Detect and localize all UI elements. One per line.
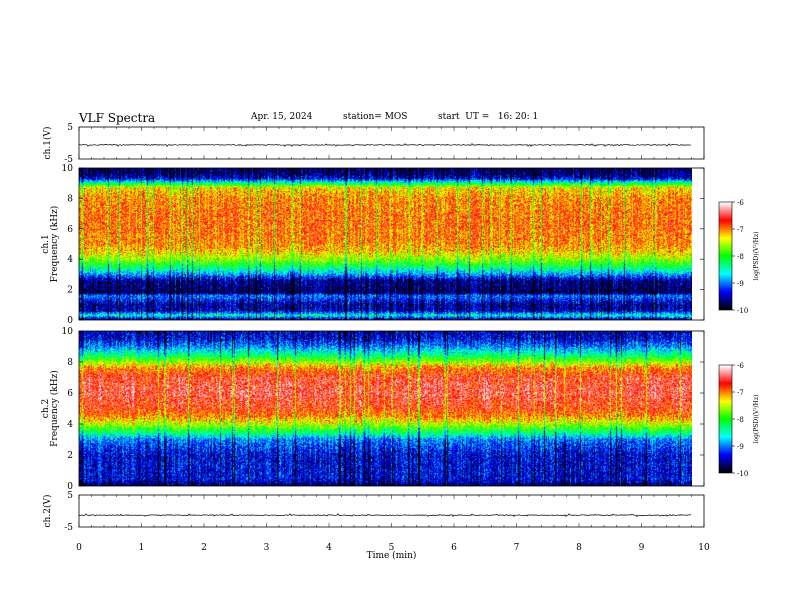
colorbar-label: log(PSD)(V²/Hz) (753, 232, 760, 281)
y-tick-label: 8 (67, 358, 73, 368)
colorbar-tick-label: -9 (737, 280, 744, 288)
y-tick-label: 2 (67, 451, 73, 461)
colorbar-tick-label: -6 (737, 199, 744, 207)
y-tick-label: 0 (67, 316, 73, 326)
colorbar-tick-label: -8 (737, 416, 744, 424)
colorbar-ch2 (719, 365, 732, 473)
y-tick-label: 10 (62, 164, 74, 174)
y-axis-label: ch.1(V) (42, 127, 53, 160)
panel-frame (78, 494, 705, 528)
y-tick-label: 6 (67, 225, 73, 235)
y-axis-label: ch.2(V) (42, 495, 53, 528)
y-axis-label-channel: ch.1 (41, 234, 51, 253)
y-tick-label: 2 (67, 286, 73, 296)
date-label: Apr. 15, 2024 (251, 112, 313, 122)
colorbar-tick-label: -10 (737, 307, 748, 315)
x-tick-label: 2 (201, 543, 207, 553)
colorbar-tick-label: -10 (737, 470, 748, 478)
x-tick-label: 8 (576, 543, 582, 553)
y-tick-label: 5 (67, 123, 73, 133)
spectrogram-image-ch1 (79, 168, 692, 320)
x-tick-label: 4 (326, 543, 332, 553)
colorbar-tick-label: -9 (737, 443, 744, 451)
waveform-trace (79, 142, 692, 148)
y-tick-label: -5 (64, 155, 73, 165)
x-tick-label: 10 (698, 543, 710, 553)
colorbar-tick-label: -8 (737, 253, 744, 261)
y-tick-label: 0 (67, 482, 73, 492)
x-tick-label: 6 (451, 543, 457, 553)
y-tick-label: 4 (67, 255, 73, 265)
y-axis-label: Frequency (kHz) (49, 206, 60, 283)
colorbar-tick-label: -7 (737, 389, 744, 397)
start-time-label: start UT = 16: 20: 1 (438, 112, 539, 122)
y-tick-label: -5 (64, 523, 73, 533)
y-tick-label: 6 (67, 389, 73, 399)
y-tick-label: 5 (67, 491, 73, 501)
x-tick-label: 5 (389, 543, 395, 553)
colorbar-tick-label: -6 (737, 362, 744, 370)
y-axis-label-channel: ch.2 (41, 399, 51, 418)
y-tick-label: 8 (67, 194, 73, 204)
y-tick-label: 4 (67, 420, 73, 430)
y-axis-label: Frequency (kHz) (49, 370, 60, 447)
x-tick-label: 9 (639, 543, 645, 553)
x-tick-label: 7 (514, 543, 520, 553)
x-axis-label: Time (min) (367, 550, 417, 561)
y-tick-label: 10 (62, 327, 74, 337)
waveform-trace (78, 513, 692, 518)
x-tick-label: 3 (264, 543, 270, 553)
station-label: station= MOS (343, 112, 408, 122)
spectrogram-image-ch2 (79, 331, 692, 486)
x-tick-label: 1 (139, 543, 145, 553)
colorbar-tick-label: -7 (737, 226, 744, 234)
figure-title: VLF Spectra (79, 111, 156, 125)
colorbar-label: log(PSD)(V²/Hz) (753, 395, 760, 444)
x-tick-label: 0 (76, 543, 82, 553)
colorbar-ch1 (719, 202, 732, 310)
panel-frame (78, 126, 705, 160)
